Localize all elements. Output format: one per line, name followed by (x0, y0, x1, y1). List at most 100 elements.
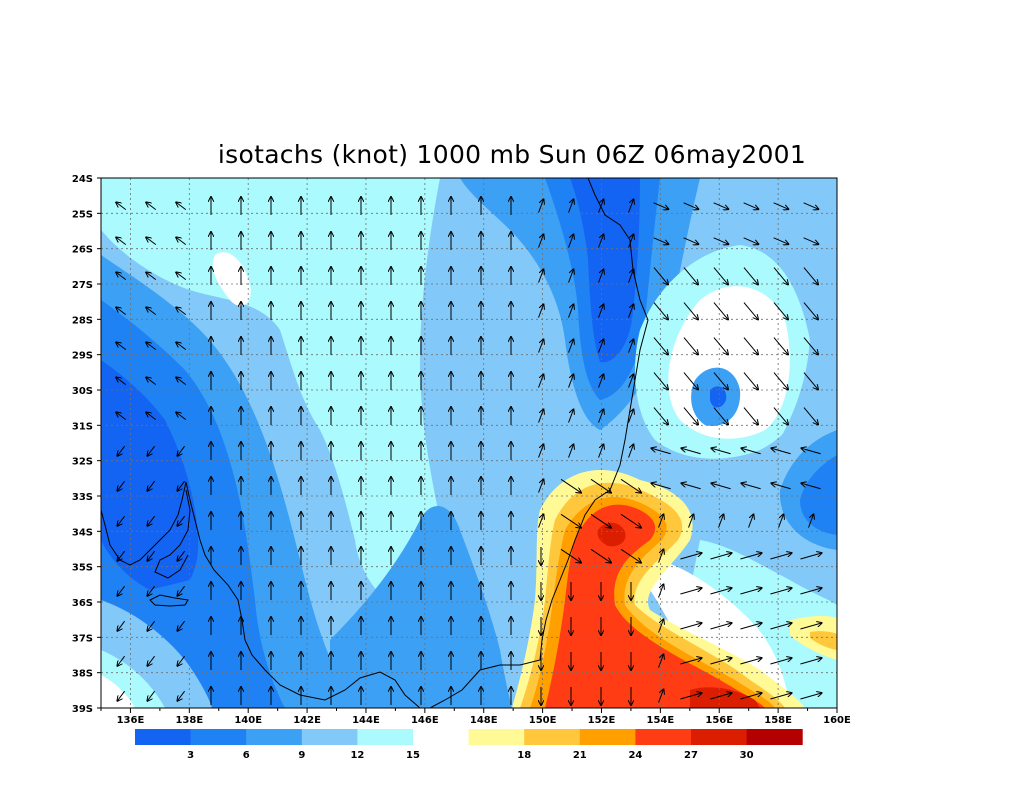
contour-6-9-south (330, 506, 512, 708)
legend-swatch (524, 729, 581, 745)
wind-arrow (658, 549, 664, 563)
legend-label: 24 (628, 750, 642, 761)
wind-arrow (147, 620, 156, 631)
legend-label: 27 (684, 750, 698, 761)
wind-arrow (743, 337, 758, 355)
wind-arrow (778, 514, 784, 528)
wind-arrow (176, 342, 187, 351)
legend-swatch (413, 729, 470, 745)
wind-arrow (773, 237, 789, 244)
wind-arrow (653, 302, 668, 320)
wind-arrow (658, 689, 664, 703)
wind-arrow (680, 553, 701, 560)
wind-arrow (620, 478, 641, 492)
wind-arrow (683, 237, 699, 244)
wind-arrow (177, 655, 186, 666)
contour-12-15-east-mid (690, 540, 837, 708)
legend-label: 30 (740, 750, 754, 761)
wind-arrow (683, 372, 698, 390)
lat-label: 30S (72, 386, 93, 397)
wind-arrow (590, 548, 611, 562)
wind-arrow (147, 480, 156, 491)
wind-arrow (116, 272, 127, 281)
wind-arrow (683, 302, 698, 320)
legend-label: 21 (573, 750, 587, 761)
wind-arrow (770, 553, 791, 560)
wind-arrow (658, 584, 664, 598)
wind-arrow (801, 483, 821, 490)
wind-arrow (773, 202, 789, 209)
wind-arrow (710, 553, 731, 560)
wind-arrow (538, 444, 544, 458)
wind-arrow (117, 620, 125, 631)
wind-arrow (560, 548, 581, 562)
wind-arrow (803, 202, 819, 209)
wind-arrow (711, 448, 731, 455)
wind-arrow (658, 619, 664, 633)
wind-arrow (771, 483, 791, 490)
lon-label: 142E (293, 715, 321, 726)
wind-arrow (800, 553, 821, 560)
lat-label: 31S (72, 421, 93, 432)
lat-label: 35S (72, 563, 93, 574)
lat-label: 34S (72, 527, 93, 538)
wind-arrow (176, 377, 187, 386)
wind-arrow (538, 339, 544, 353)
wind-arrow (803, 407, 818, 425)
wind-arrow (590, 513, 611, 527)
wind-arrow (628, 199, 634, 213)
wind-arrow (177, 480, 186, 491)
wind-arrow (680, 588, 701, 595)
wind-arrow (710, 588, 731, 595)
wind-arrow (598, 304, 604, 318)
coastline-east (429, 178, 649, 708)
wind-arrow (538, 479, 544, 493)
legend-label: 9 (298, 750, 305, 761)
contour-21-24-east-edge (810, 631, 837, 650)
wind-arrow (538, 514, 544, 528)
wind-arrow (598, 409, 604, 423)
legend-swatch (691, 729, 748, 745)
color-bar: 3 6 9 12 15 18 21 24 27 30 (135, 729, 803, 761)
lat-label: 33S (72, 492, 93, 503)
wind-arrow (568, 269, 574, 283)
wind-arrow (628, 234, 634, 248)
lon-label: 136E (117, 715, 145, 726)
wind-arrow (651, 483, 671, 490)
wind-arrow (743, 237, 759, 244)
contour-0-3-east-core (710, 386, 727, 408)
contour-12-15-west (101, 178, 447, 611)
wind-arrow (803, 302, 818, 320)
contour-0-3-west (101, 360, 199, 590)
wind-arrow (748, 514, 754, 528)
latitude-axis: 24S 25S 26S 27S 28S 29S 30S 31S 32S 33S 34S 35S 36S 3… (72, 174, 101, 715)
wind-arrow (653, 237, 669, 244)
wind-arrow (147, 585, 156, 596)
wind-arrow (773, 267, 788, 285)
wind-arrow (628, 269, 634, 283)
wind-arrow (773, 337, 788, 355)
wind-arrow (803, 337, 818, 355)
wind-arrow (683, 202, 699, 209)
wind-arrow (116, 307, 127, 316)
lon-label: 160E (823, 715, 851, 726)
legend-swatch (357, 729, 414, 745)
wind-arrow (771, 448, 791, 455)
lon-label: 158E (764, 715, 792, 726)
wind-arrow (803, 372, 818, 390)
wind-arrow (538, 304, 544, 318)
lon-label: 152E (588, 715, 616, 726)
lat-label: 26S (72, 245, 93, 256)
coastline-gulf-inner (154, 489, 191, 579)
wind-arrow (598, 234, 604, 248)
map-title: isotachs (knot) 1000 mb Sun 06Z 06may200… (217, 140, 807, 169)
lon-label: 146E (411, 715, 439, 726)
wind-arrow (568, 199, 574, 213)
wind-arrow (568, 374, 574, 388)
lat-label: 28S (72, 315, 93, 326)
wind-arrow (117, 655, 125, 666)
wind-arrow (711, 483, 731, 490)
wind-arrow (743, 267, 758, 285)
legend-label: 6 (243, 750, 250, 761)
